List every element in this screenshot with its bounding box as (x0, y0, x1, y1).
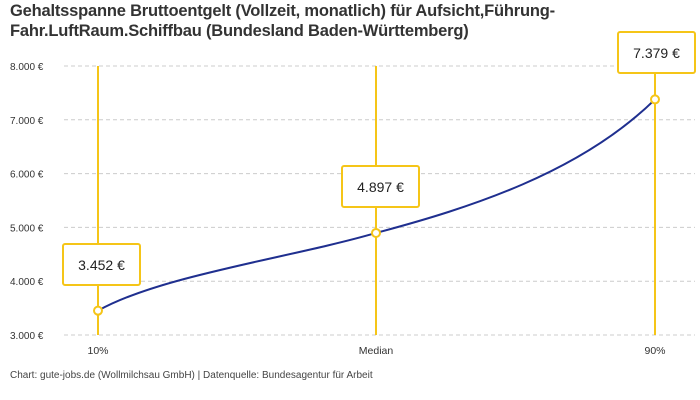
y-tick-label: 3.000 € (10, 331, 44, 342)
chart-footer: Chart: gute-jobs.de (Wollmilchsau GmbH) … (10, 370, 373, 381)
x-tick-label: 10% (87, 345, 108, 357)
y-tick-label: 6.000 € (10, 170, 44, 181)
y-tick-label: 5.000 € (10, 223, 44, 234)
data-label: 4.897 € (357, 179, 404, 195)
chart-title: Gehaltsspanne Bruttoentgelt (Vollzeit, m… (10, 2, 555, 40)
x-tick-label: 90% (644, 345, 665, 357)
y-tick-label: 7.000 € (10, 116, 44, 127)
data-label: 7.379 € (633, 45, 680, 61)
y-tick-label: 8.000 € (10, 62, 44, 73)
data-label-box (62, 243, 141, 286)
data-label: 3.452 € (78, 257, 125, 273)
data-point (93, 305, 103, 316)
data-label-box (617, 31, 696, 74)
data-label-box (341, 165, 420, 208)
x-tick-label: Median (359, 345, 394, 357)
data-point (650, 94, 660, 105)
y-tick-label: 4.000 € (10, 277, 44, 288)
data-point (371, 227, 381, 238)
